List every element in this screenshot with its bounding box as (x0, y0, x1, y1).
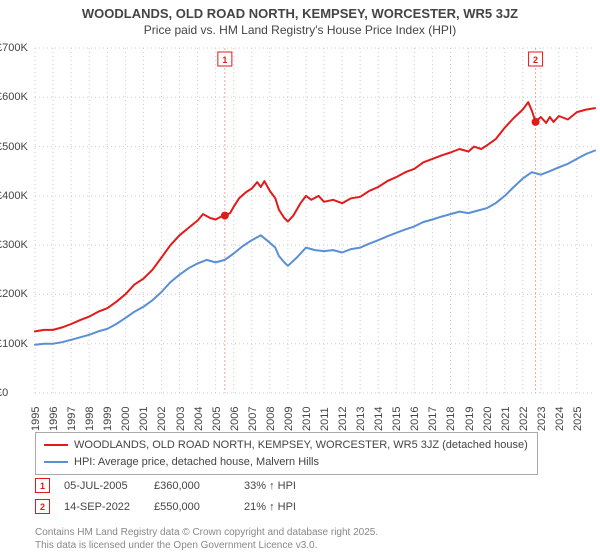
y-tick-label: £200K (0, 288, 28, 300)
y-tick-label: £700K (0, 42, 28, 54)
x-tick-label: 2006 (229, 407, 241, 431)
x-tick-label: 1996 (48, 407, 60, 431)
marker-date: 05-JUL-2005 (64, 480, 140, 492)
svg-text:2: 2 (533, 55, 538, 65)
legend: WOODLANDS, OLD ROAD NORTH, KEMPSEY, WORC… (35, 432, 538, 475)
marker-date: 14-SEP-2022 (64, 501, 140, 513)
x-tick-label: 2016 (409, 407, 421, 431)
y-tick-label: £400K (0, 190, 28, 202)
x-tick-label: 2013 (355, 407, 367, 431)
marker-price: £550,000 (154, 501, 230, 513)
x-tick-label: 2024 (554, 407, 566, 431)
x-tick-label: 2010 (301, 407, 313, 431)
legend-swatch (44, 461, 68, 463)
x-tick-label: 1997 (66, 407, 78, 431)
x-tick-label: 2017 (427, 407, 439, 431)
x-tick-label: 2007 (247, 407, 259, 431)
y-tick-label: £0 (0, 387, 8, 399)
y-tick-label: £300K (0, 239, 28, 251)
footer-line: Contains HM Land Registry data © Crown c… (35, 526, 378, 539)
x-tick-label: 2019 (464, 407, 476, 431)
x-tick-label: 2001 (138, 407, 150, 431)
footer-attribution: Contains HM Land Registry data © Crown c… (35, 526, 378, 552)
legend-swatch (44, 444, 68, 446)
y-tick-label: £600K (0, 91, 28, 103)
x-tick-label: 2021 (500, 407, 512, 431)
legend-item-hpi: HPI: Average price, detached house, Malv… (44, 454, 529, 471)
marker-pct: 33% ↑ HPI (244, 480, 320, 492)
legend-item-property: WOODLANDS, OLD ROAD NORTH, KEMPSEY, WORC… (44, 437, 529, 454)
legend-label: WOODLANDS, OLD ROAD NORTH, KEMPSEY, WORC… (74, 437, 528, 454)
x-tick-label: 2012 (337, 407, 349, 431)
svg-text:1: 1 (222, 55, 227, 65)
x-tick-label: 2000 (120, 407, 132, 431)
marker-id-box: 2 (35, 499, 50, 514)
line-chart: 12 (0, 0, 600, 395)
y-tick-label: £500K (0, 141, 28, 153)
x-tick-label: 2018 (445, 407, 457, 431)
footer-line: This data is licensed under the Open Gov… (35, 539, 378, 552)
marker-data-rows: 1 05-JUL-2005 £360,000 33% ↑ HPI 2 14-SEP-202… (35, 478, 320, 520)
x-tick-label: 2005 (211, 407, 223, 431)
x-tick-label: 2020 (482, 407, 494, 431)
marker-pct: 21% ↑ HPI (244, 501, 320, 513)
x-tick-label: 2014 (373, 407, 385, 431)
x-tick-label: 2022 (518, 407, 530, 431)
x-tick-label: 2003 (175, 407, 187, 431)
x-tick-label: 1999 (102, 407, 114, 431)
marker-price: £360,000 (154, 480, 230, 492)
x-tick-label: 2011 (319, 407, 331, 431)
marker-row: 1 05-JUL-2005 £360,000 33% ↑ HPI (35, 478, 320, 493)
marker-id-box: 1 (35, 478, 50, 493)
marker-row: 2 14-SEP-2022 £550,000 21% ↑ HPI (35, 499, 320, 514)
x-tick-label: 1995 (30, 407, 42, 431)
y-tick-label: £100K (0, 338, 28, 350)
x-tick-label: 2008 (265, 407, 277, 431)
x-tick-label: 2009 (283, 407, 295, 431)
x-tick-label: 2002 (156, 407, 168, 431)
legend-label: HPI: Average price, detached house, Malv… (74, 454, 319, 471)
x-tick-label: 1998 (84, 407, 96, 431)
x-tick-label: 2025 (572, 407, 584, 431)
x-tick-label: 2004 (193, 407, 205, 431)
x-tick-label: 2015 (391, 407, 403, 431)
x-tick-label: 2023 (536, 407, 548, 431)
